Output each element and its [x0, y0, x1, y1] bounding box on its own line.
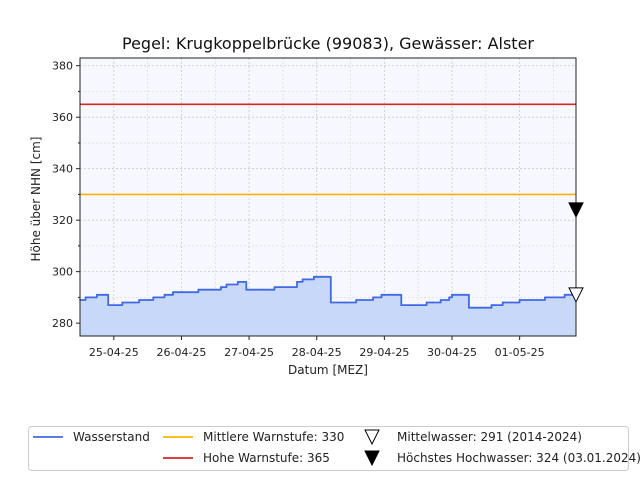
series-point [518, 299, 521, 301]
x-tick-label: 01-05-25 [495, 346, 545, 359]
x-tick-label: 27-04-25 [224, 346, 274, 359]
series-point [220, 286, 222, 288]
series-point [242, 281, 245, 283]
y-tick-label: 340 [52, 163, 73, 176]
series-point [211, 288, 214, 291]
plot-frame [79, 57, 577, 337]
series-point [329, 301, 332, 304]
legend-label-reference-1: Hohe Warnstufe: 365 [203, 451, 330, 465]
legend-label-marker-0: Mittelwasser: 291 (2014-2024) [397, 430, 582, 444]
series-point [96, 293, 98, 296]
series-point [355, 299, 358, 301]
x-axis-label: Datum [MEZ] [288, 363, 368, 377]
legend-label-reference-0: Mittlere Warnstufe: 330 [203, 430, 344, 444]
series-layer [79, 275, 577, 336]
series-point [544, 296, 546, 299]
legend-swatch-marker-0 [364, 429, 380, 446]
series-point [152, 296, 155, 299]
markers [568, 202, 584, 303]
x-tick-label: 26-04-25 [156, 346, 206, 359]
series-point [225, 283, 228, 286]
series-point [172, 291, 174, 294]
series-point [360, 299, 363, 301]
series-point [104, 293, 107, 296]
series-point [380, 293, 383, 296]
y-tick-label: 320 [52, 214, 73, 227]
x-tick-label: 29-04-25 [359, 346, 409, 359]
series-point [563, 293, 566, 296]
x-tick-label: 30-04-25 [427, 346, 477, 359]
series-point [490, 304, 493, 307]
series-point [510, 301, 513, 304]
x-tick-label: 25-04-25 [89, 346, 139, 359]
series-point [344, 301, 346, 304]
reference-lines [80, 103, 576, 196]
chart-title: Pegel: Krugkoppelbrücke (99083), Gewässe… [122, 34, 534, 53]
series-point [530, 299, 532, 301]
series-point [121, 301, 124, 304]
series-point [107, 304, 110, 307]
series-point [451, 293, 453, 296]
series-point [372, 296, 374, 299]
x-axis: 25-04-25 26-04-25 27-04-25 28-04-25 29-04-25… [89, 336, 545, 359]
legend: Wasserstand Mittlere Warnstufe: 330 Hohe W… [28, 426, 640, 471]
series-point [287, 286, 290, 288]
series-point [479, 306, 482, 309]
series-point [425, 301, 428, 304]
series-point [189, 291, 191, 294]
series-point [439, 299, 442, 301]
series-point [383, 293, 386, 296]
series-point [118, 304, 121, 307]
legend-label-marker-1: Höchstes Hochwasser: 324 (03.01.2024) [397, 451, 640, 465]
series-area [80, 276, 576, 336]
legend-swatch-marker-1 [364, 450, 380, 467]
series-point [448, 296, 451, 299]
series-point [307, 278, 310, 281]
series-point [296, 281, 298, 283]
y-tick-label: 280 [52, 317, 73, 330]
series-point [262, 288, 265, 291]
series-point [163, 293, 166, 296]
series-point [273, 286, 276, 288]
x-tick-label: 28-04-25 [292, 346, 342, 359]
series-point [149, 299, 152, 301]
y-axis: 280 300 320 340 360 380 [52, 60, 80, 330]
marker-0 [568, 287, 584, 303]
series-point [301, 278, 304, 281]
y-tick-label: 300 [52, 266, 73, 279]
y-axis-label: Höhe über NHN [cm] [29, 137, 43, 262]
series-point [468, 306, 470, 309]
series-point [313, 275, 315, 278]
marker-1 [568, 202, 584, 218]
series-point [431, 301, 434, 304]
y-tick-label: 380 [52, 60, 73, 73]
y-tick-label: 360 [52, 111, 73, 124]
series-point [197, 288, 200, 291]
series-point [501, 301, 504, 304]
series-point [245, 288, 248, 291]
series-point [315, 275, 318, 278]
series-point [400, 304, 403, 307]
legend-label-series: Wasserstand [73, 430, 150, 444]
series-point [236, 281, 239, 283]
series-point [493, 304, 496, 307]
series-point [90, 296, 93, 299]
series-point [279, 286, 281, 288]
series-point [411, 304, 414, 307]
series-point [84, 296, 87, 299]
series-point [138, 299, 141, 301]
series-point [132, 301, 135, 304]
